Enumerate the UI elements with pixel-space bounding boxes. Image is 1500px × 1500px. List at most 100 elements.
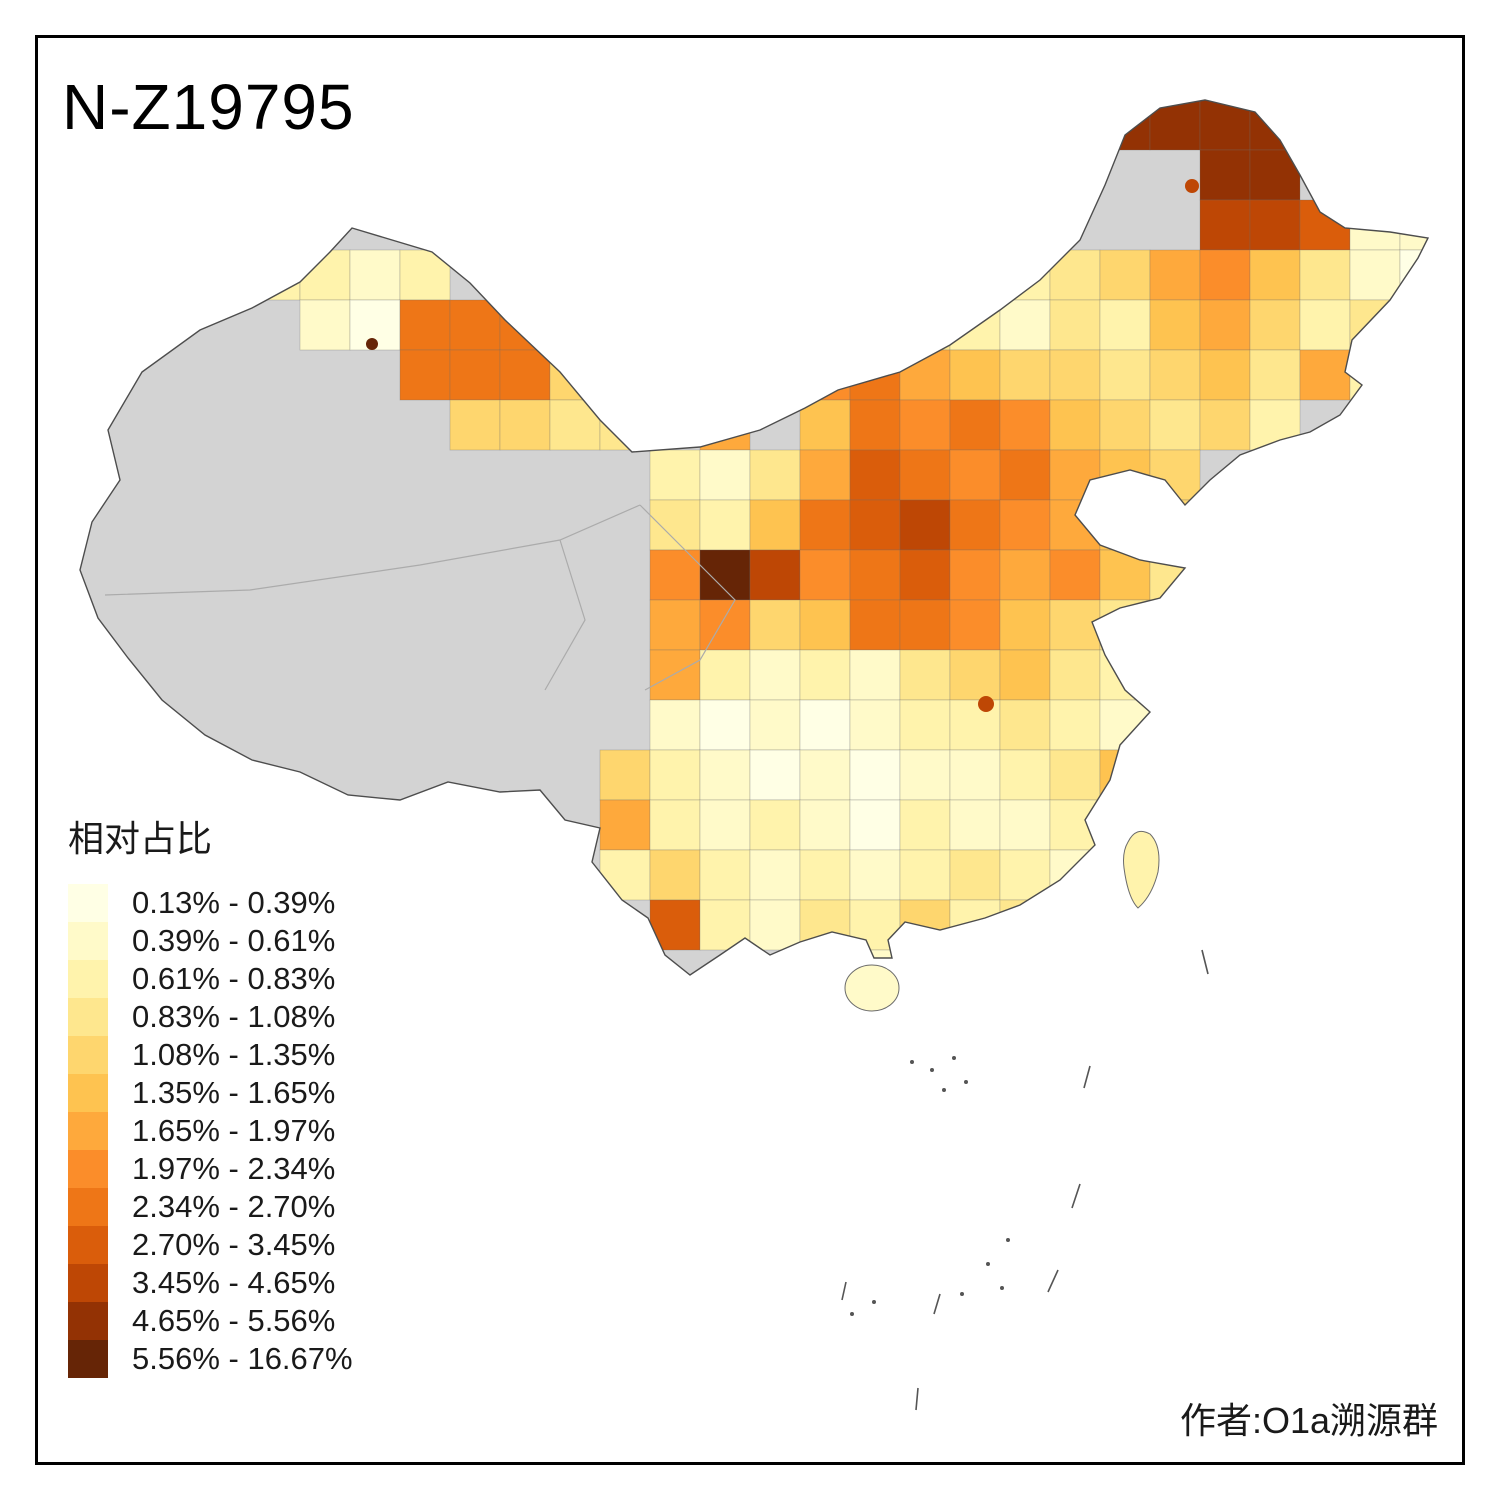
map-region-cell [649,499,701,551]
map-region-cell [1099,699,1151,751]
map-region-cell [899,499,951,551]
map-region-cell [699,649,751,701]
legend-item: 0.61% - 0.83% [68,960,353,998]
map-region-cell [649,649,701,701]
legend-item-label: 2.70% - 3.45% [132,1227,336,1262]
map-region-spot [1185,179,1199,193]
map-region-cell [849,899,901,951]
map-region-cell [749,649,801,701]
map-region-cell [1099,599,1151,651]
map-region-cell [999,299,1051,351]
map-region-cell [299,299,351,351]
map-region-cell [899,299,951,351]
legend-item-label: 0.61% - 0.83% [132,961,336,996]
map-region-cell [649,449,701,501]
map-region-cell [649,849,701,901]
map-region-cell [1099,649,1151,701]
small-region-spots [366,179,1199,712]
map-region-cell [849,799,901,851]
map-region-cell [949,599,1001,651]
map-region-cell [1349,349,1401,401]
map-region-cell [899,799,951,851]
map-region-cell [1049,399,1101,451]
map-region-cell [649,599,701,651]
map-region-cell [1199,100,1251,151]
legend-swatch [68,960,108,998]
map-region-cell [949,449,1001,501]
legend-swatch [68,1150,108,1188]
map-region-cell [1099,299,1151,351]
legend-item-label: 1.97% - 2.34% [132,1151,336,1186]
map-region-cell [999,599,1051,651]
map-region-cell [799,599,851,651]
map-region-cell [549,399,601,451]
map-region-cell [549,299,601,351]
map-region-spot [978,696,994,712]
map-region-cell [949,649,1001,701]
map-region-cell [399,299,451,351]
map-region-cell [599,399,651,451]
map-region-cell [1099,549,1151,601]
map-region-cell [699,699,751,751]
map-region-cell [749,799,801,851]
map-region-cell [799,449,851,501]
map-region-cell [599,749,651,801]
map-region-cell [1049,299,1101,351]
map-region-cell [999,899,1051,951]
map-region-cell [1149,349,1201,401]
map-region-cell [999,349,1051,401]
map-region-cell [1249,299,1301,351]
legend-item: 1.35% - 1.65% [68,1074,353,1112]
map-region-cell [949,799,1001,851]
map-region-cell [799,549,851,601]
map-region-cell [799,399,851,451]
map-region-cell [999,699,1051,751]
legend-item: 2.70% - 3.45% [68,1226,353,1264]
map-region-cell [899,449,951,501]
map-region-cell [799,799,851,851]
map-region-cell [899,599,951,651]
map-region-cell [799,849,851,901]
map-region-cell [849,499,901,551]
map-region-cell [1149,399,1201,451]
map-region-cell [799,699,851,751]
map-region-cell [899,899,951,951]
hainan-island [844,964,900,1012]
map-region-cell [1299,199,1351,251]
taiwan-island [1123,830,1160,909]
map-region-cell [1049,249,1101,301]
map-region-cell [999,449,1051,501]
legend-swatch [68,1112,108,1150]
map-region-cell [1199,149,1251,201]
map-region-cell [1149,549,1201,601]
map-region-cell [799,649,851,701]
map-region-cell [849,449,901,501]
map-region-cell [1149,599,1201,651]
map-region-cell [749,749,801,801]
map-region-cell [499,349,551,401]
map-region-cell [999,799,1051,851]
map-region-cell [949,249,1001,301]
map-region-cell [1149,249,1201,301]
map-region-spot [366,338,378,350]
legend-swatch [68,998,108,1036]
map-region-cell [999,749,1051,801]
map-region-cell [1199,399,1251,451]
map-region-cell [1249,349,1301,401]
map-region-cell [849,549,901,601]
map-region-cell [1049,649,1101,701]
map-region-cell [699,849,751,901]
map-region-cell [1149,100,1201,151]
map-region-cell [699,499,751,551]
map-region-cell [1199,249,1251,301]
legend-item-label: 1.65% - 1.97% [132,1113,336,1148]
map-region-cell [699,599,751,651]
map-region-cell [1249,249,1301,301]
map-region-cell [1049,499,1101,551]
map-region-cell [949,499,1001,551]
map-region-cell [749,449,801,501]
map-region-cell [349,249,401,301]
legend-item: 1.65% - 1.97% [68,1112,353,1150]
